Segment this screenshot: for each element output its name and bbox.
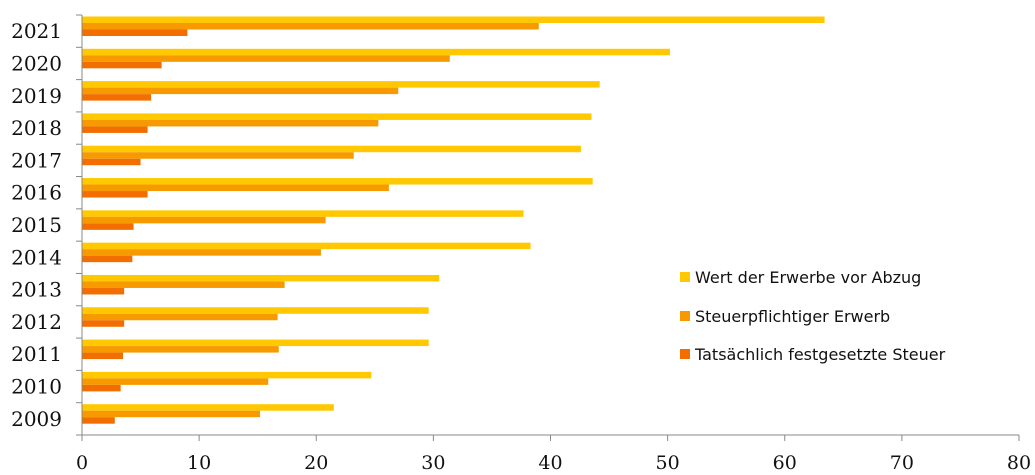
bar-2010-series-2 xyxy=(82,378,269,385)
y-tick-label: 2009 xyxy=(11,407,62,431)
y-tick-label: 2021 xyxy=(11,19,62,43)
legend-label: Steuerpflichtiger Erwerb xyxy=(695,307,890,326)
bar-2011-series-1 xyxy=(82,339,429,347)
bar-2019-series-2 xyxy=(82,87,399,95)
x-tick-label: 40 xyxy=(538,452,562,474)
bar-2013-series-3 xyxy=(82,287,125,295)
y-tick-label: 2013 xyxy=(11,278,62,302)
x-tick-label: 10 xyxy=(187,452,211,474)
bar-2016-series-1 xyxy=(82,178,593,185)
bar-2011-series-2 xyxy=(82,346,279,353)
y-tick-label: 2015 xyxy=(11,213,62,237)
bar-2018-series-3 xyxy=(82,126,148,133)
bar-2011-series-3 xyxy=(82,352,123,360)
bar-2016-series-2 xyxy=(82,184,389,192)
bar-2009-series-3 xyxy=(82,417,115,424)
bar-2018-series-2 xyxy=(82,119,379,127)
bar-2019-series-1 xyxy=(82,81,600,88)
x-tick-label: 20 xyxy=(304,452,328,474)
y-tick-label: 2012 xyxy=(11,310,62,334)
bar-2015-series-3 xyxy=(82,223,134,230)
y-tick-label: 2018 xyxy=(11,116,62,140)
y-tick-label: 2014 xyxy=(11,245,62,269)
bar-2010-series-1 xyxy=(82,371,372,379)
x-tick-label: 70 xyxy=(890,452,914,474)
bar-2017-series-2 xyxy=(82,152,354,159)
x-tick-label: 30 xyxy=(421,452,445,474)
bar-2021-series-3 xyxy=(82,29,188,36)
bar-2014-series-1 xyxy=(82,242,531,250)
y-tick-label: 2011 xyxy=(11,342,62,366)
bar-2021-series-1 xyxy=(82,16,825,23)
legend: Wert der Erwerbe vor Abzug Steuerpflichti… xyxy=(680,268,946,364)
y-tick-label: 2016 xyxy=(11,181,62,205)
bar-2013-series-1 xyxy=(82,274,440,282)
bar-2014-series-2 xyxy=(82,249,321,256)
y-tick-label: 2020 xyxy=(11,51,62,75)
bar-2010-series-3 xyxy=(82,384,121,392)
bar-2016-series-3 xyxy=(82,191,148,198)
bar-2009-series-1 xyxy=(82,404,334,411)
x-tick-label: 80 xyxy=(1007,452,1031,474)
bar-2013-series-2 xyxy=(82,281,285,288)
y-tick-label: 2019 xyxy=(11,84,62,108)
bar-2017-series-1 xyxy=(82,145,581,153)
x-axis: 0 10 20 30 40 50 60 70 80 xyxy=(76,434,1031,474)
bar-2018-series-1 xyxy=(82,113,592,120)
legend-swatch xyxy=(680,272,690,282)
bar-2021-series-2 xyxy=(82,23,539,30)
bar-2014-series-3 xyxy=(82,255,133,263)
legend-label: Tatsächlich festgesetzte Steuer xyxy=(694,345,946,364)
legend-swatch xyxy=(680,349,690,359)
bar-2012-series-2 xyxy=(82,313,278,321)
bar-2009-series-2 xyxy=(82,410,261,418)
bar-2012-series-1 xyxy=(82,307,429,314)
x-tick-label: 50 xyxy=(656,452,680,474)
y-tick-label: 2010 xyxy=(11,375,62,399)
x-tick-label: 0 xyxy=(76,452,88,474)
bar-2017-series-3 xyxy=(82,158,141,166)
legend-item-3: Tatsächlich festgesetzte Steuer xyxy=(680,345,946,364)
bars-group xyxy=(82,16,825,424)
bar-2012-series-3 xyxy=(82,320,125,327)
bar-2015-series-1 xyxy=(82,210,524,217)
bar-2020-series-2 xyxy=(82,55,450,62)
x-tick-label: 60 xyxy=(773,452,797,474)
legend-label: Wert der Erwerbe vor Abzug xyxy=(695,268,921,287)
legend-swatch xyxy=(680,311,690,321)
bar-2019-series-3 xyxy=(82,94,152,101)
bar-2020-series-1 xyxy=(82,48,670,56)
bar-2020-series-3 xyxy=(82,61,162,69)
y-axis: 2021 2020 2019 2018 2017 2016 2015 2014 2013 2012… xyxy=(11,14,83,436)
bar-2015-series-2 xyxy=(82,216,326,224)
legend-item-1: Wert der Erwerbe vor Abzug xyxy=(680,268,921,287)
y-tick-label: 2017 xyxy=(11,148,62,172)
legend-item-2: Steuerpflichtiger Erwerb xyxy=(680,307,890,326)
